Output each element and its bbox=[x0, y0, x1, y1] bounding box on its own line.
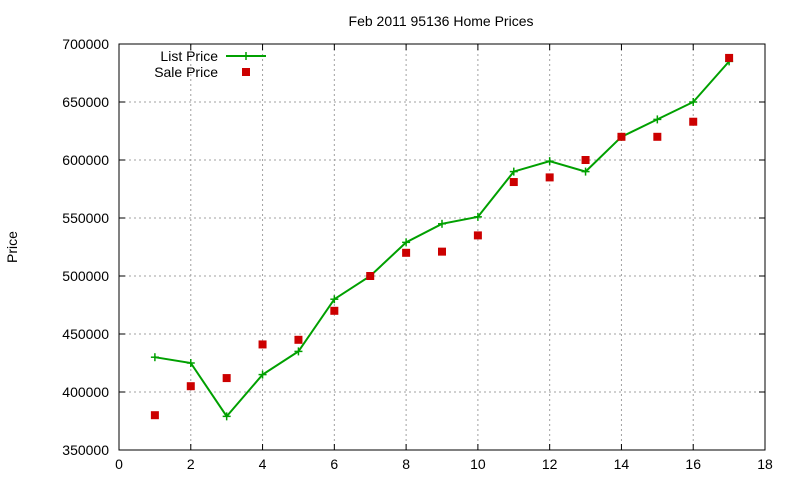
sale-price-point bbox=[150, 411, 159, 420]
y-tick-label: 600000 bbox=[62, 152, 109, 168]
y-tick-label: 400000 bbox=[62, 384, 109, 400]
legend-marker-list-price bbox=[242, 52, 250, 60]
x-tick-label: 8 bbox=[402, 456, 410, 472]
legend-label-list-price: List Price bbox=[160, 48, 218, 64]
list-price-point bbox=[438, 219, 446, 228]
list-price-point bbox=[545, 157, 554, 166]
list-price-series bbox=[150, 57, 734, 421]
x-tick-label: 10 bbox=[470, 456, 486, 472]
x-tick-label: 4 bbox=[259, 456, 267, 472]
y-tick-label: 700000 bbox=[62, 36, 109, 52]
plot-frame bbox=[118, 43, 766, 451]
x-tick-label: 16 bbox=[685, 456, 701, 472]
sale-price-point bbox=[653, 132, 662, 141]
sale-price-point bbox=[509, 178, 518, 187]
axis-ticks: 0 2 4 6 8 10 12 14 16 18 350000 400000 450000 500000 5… bbox=[62, 36, 773, 472]
x-tick-label: 6 bbox=[330, 456, 338, 472]
sale-price-point bbox=[725, 53, 734, 62]
list-price-point bbox=[473, 212, 482, 221]
list-price-point bbox=[186, 359, 195, 367]
chart-title: Feb 2011 95136 Home Prices bbox=[349, 13, 534, 29]
sale-price-point bbox=[402, 248, 411, 257]
list-price-point bbox=[402, 238, 411, 247]
list-price-point bbox=[509, 167, 518, 176]
y-tick-label: 450000 bbox=[62, 326, 109, 342]
list-price-point bbox=[150, 353, 159, 362]
x-tick-label: 0 bbox=[115, 456, 123, 472]
sale-price-point bbox=[186, 382, 195, 391]
legend-label-sale-price: Sale Price bbox=[154, 64, 218, 80]
sale-price-point bbox=[330, 306, 339, 315]
x-tick-label: 2 bbox=[187, 456, 195, 472]
x-tick-label: 14 bbox=[614, 456, 630, 472]
sale-price-point bbox=[438, 247, 446, 256]
sale-price-point bbox=[473, 231, 482, 240]
data-series bbox=[150, 53, 734, 421]
sale-price-point bbox=[222, 374, 231, 383]
list-price-point bbox=[689, 98, 698, 106]
x-tick-label: 18 bbox=[757, 456, 773, 472]
sale-price-point bbox=[545, 173, 554, 182]
grid bbox=[119, 44, 765, 450]
list-price-point bbox=[581, 167, 590, 176]
sale-price-point bbox=[617, 132, 626, 141]
list-price-line bbox=[154, 60, 730, 419]
sale-price-point bbox=[294, 335, 303, 344]
list-price-point bbox=[258, 370, 267, 379]
y-tick-label: 350000 bbox=[62, 442, 109, 458]
sale-price-point bbox=[689, 117, 698, 126]
list-price-point bbox=[653, 115, 662, 124]
list-price-point bbox=[222, 412, 231, 421]
sale-price-point bbox=[581, 156, 590, 164]
y-tick-label: 550000 bbox=[62, 210, 109, 226]
list-price-point bbox=[330, 295, 339, 304]
x-tick-label: 12 bbox=[542, 456, 558, 472]
y-axis-label: Price bbox=[4, 231, 20, 263]
sale-price-point bbox=[258, 340, 267, 349]
list-price-point bbox=[294, 347, 303, 356]
y-tick-label: 650000 bbox=[62, 94, 109, 110]
sale-price-point bbox=[366, 272, 375, 280]
y-tick-label: 500000 bbox=[62, 268, 109, 284]
sale-price-series bbox=[150, 53, 734, 420]
legend-marker-sale-price bbox=[242, 68, 250, 76]
